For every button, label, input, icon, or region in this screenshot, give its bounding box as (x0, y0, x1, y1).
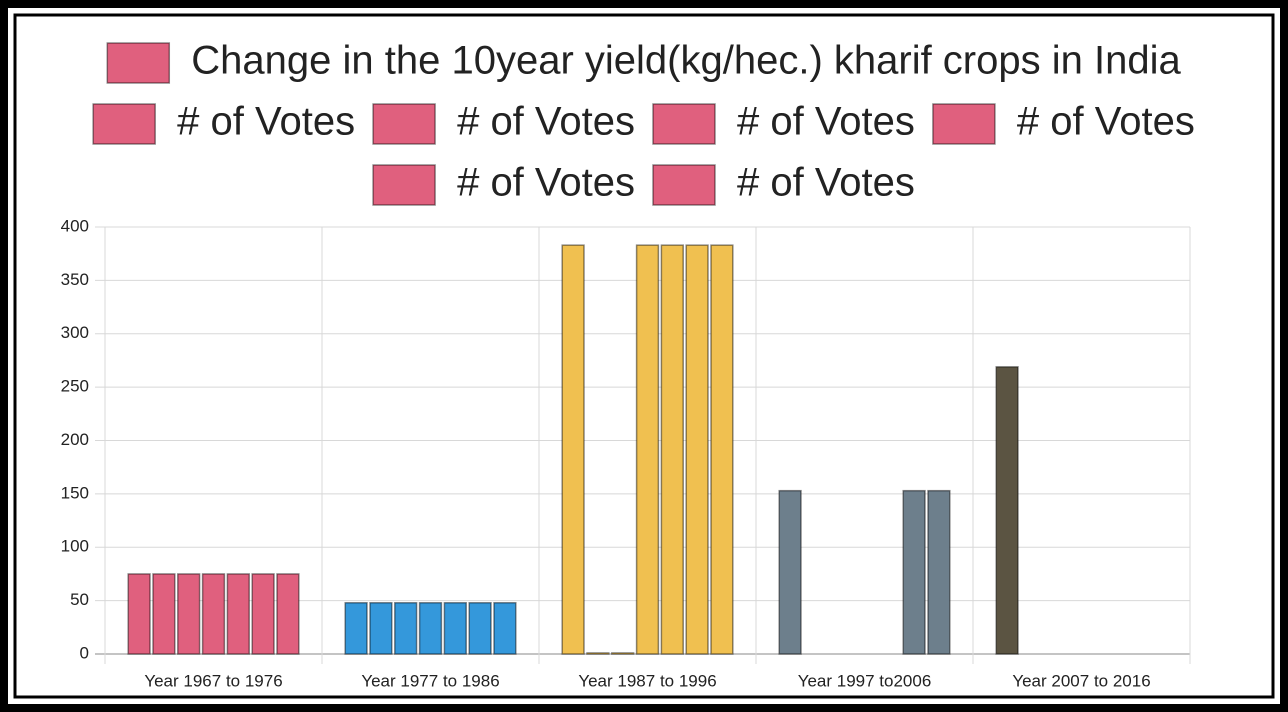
bar (177, 573, 201, 655)
y-tick-label: 150 (61, 483, 89, 502)
legend-swatch (652, 164, 716, 206)
bar (778, 489, 802, 655)
bar (344, 602, 368, 655)
y-tick-label: 250 (61, 377, 89, 396)
bar (127, 573, 151, 655)
legend-swatch (932, 103, 996, 145)
legend-label: # of Votes (177, 100, 355, 144)
y-tick-label: 300 (61, 323, 89, 342)
y-tick-label: 350 (61, 270, 89, 289)
bar (394, 602, 418, 655)
legend-swatch (372, 103, 436, 145)
bar (710, 244, 734, 655)
bar (561, 244, 585, 655)
legend-swatch (92, 103, 156, 145)
x-tick-label: Year 1967 to 1976 (144, 671, 282, 690)
legend-label: # of Votes (457, 161, 635, 205)
bar (902, 489, 926, 655)
legend-label: # of Votes (457, 100, 635, 144)
x-tick-label: Year 1977 to 1986 (361, 671, 499, 690)
bar (635, 244, 660, 655)
bar (995, 366, 1019, 655)
bar (685, 244, 709, 655)
bar (611, 652, 635, 655)
bar (152, 573, 176, 655)
bar (251, 573, 275, 655)
bar (586, 652, 610, 655)
y-tick-label: 0 (80, 643, 89, 662)
bar (927, 489, 951, 655)
bar (226, 573, 250, 655)
legend-swatch (106, 42, 171, 84)
inner-frame (13, 13, 1275, 699)
bar (276, 573, 300, 655)
legend-label: # of Votes (737, 100, 915, 144)
y-tick-label: 200 (61, 430, 89, 449)
legend-label: Change in the 10year yield(kg/hec.) khar… (191, 39, 1181, 83)
bar (369, 602, 393, 655)
bar (418, 602, 443, 655)
y-tick-label: 400 (61, 216, 89, 235)
x-tick-label: Year 1997 to2006 (798, 671, 932, 690)
bar (201, 573, 226, 655)
bar (660, 244, 684, 655)
bar (443, 602, 467, 655)
legend-label: # of Votes (1017, 100, 1195, 144)
legend-swatch (652, 103, 716, 145)
bar (493, 602, 517, 655)
legend-label: # of Votes (737, 161, 915, 205)
y-tick-label: 100 (61, 537, 89, 556)
x-tick-label: Year 2007 to 2016 (1012, 671, 1150, 690)
y-tick-label: 50 (70, 590, 89, 609)
bar (468, 602, 492, 655)
x-tick-label: Year 1987 to 1996 (578, 671, 716, 690)
legend-swatch (372, 164, 436, 206)
